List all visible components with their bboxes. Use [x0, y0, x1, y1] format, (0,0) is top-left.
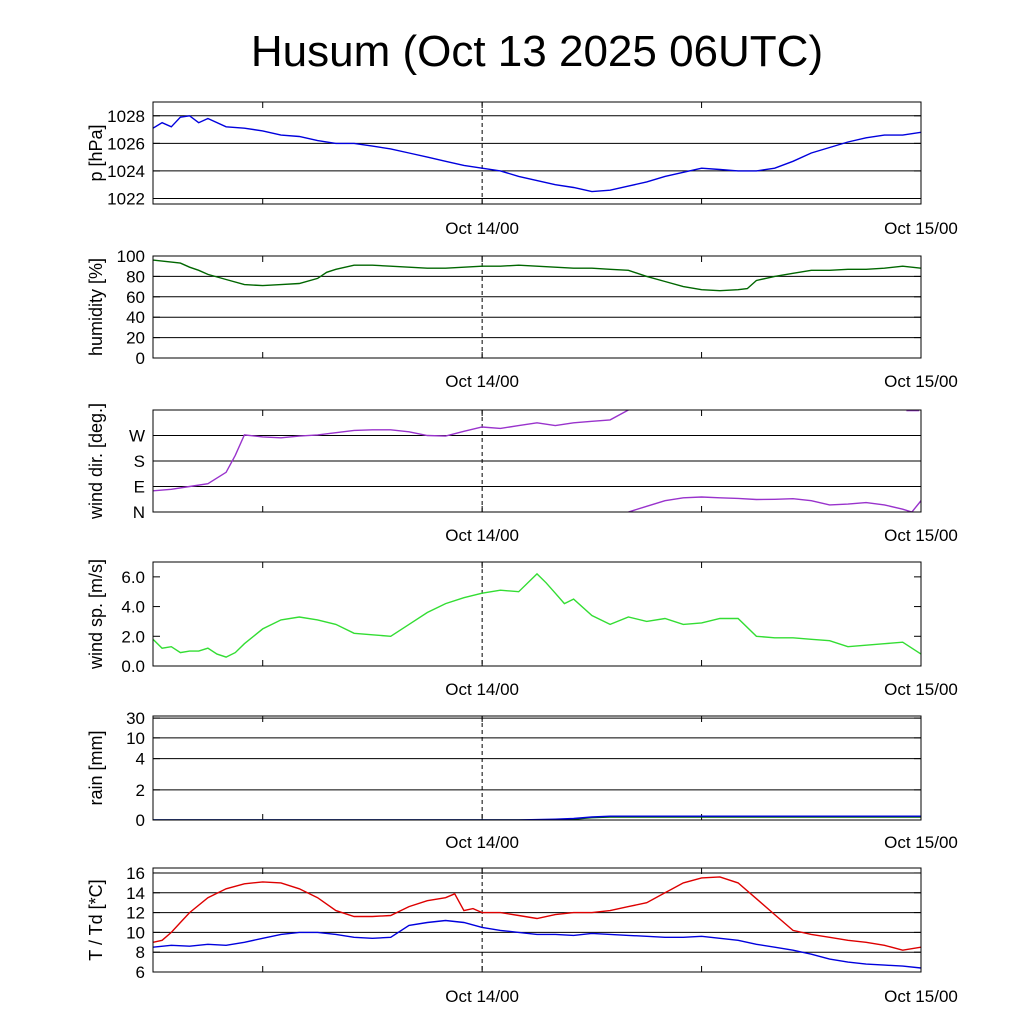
y-tick-label: 0.0 — [121, 657, 145, 676]
y-tick-label: N — [133, 503, 145, 522]
y-tick-label: 1022 — [107, 189, 145, 208]
y-tick-label: 0 — [136, 349, 145, 368]
y-tick-label: 100 — [117, 247, 145, 266]
plot-frame — [152, 101, 922, 205]
y-tick-label: 1028 — [107, 107, 145, 126]
y-axis-label: p [hPa] — [86, 124, 106, 181]
y-tick-label: 2 — [136, 781, 145, 800]
y-axis-label: wind dir. [deg.] — [86, 403, 106, 520]
x-tick-label: Oct 15/00 — [884, 219, 958, 238]
chart-title: Husum (Oct 13 2025 06UTC) — [251, 27, 823, 76]
series-line-2 — [628, 496, 921, 512]
y-axis-label: rain [mm] — [86, 730, 106, 805]
x-tick-label: Oct 14/00 — [445, 833, 519, 852]
y-tick-label: 4.0 — [121, 598, 145, 617]
y-tick-label: 10 — [126, 923, 145, 942]
plot-frame — [152, 715, 922, 821]
y-axis-label: T / Td [*C] — [86, 879, 106, 960]
series-line-2 — [153, 815, 921, 820]
y-tick-label: 4 — [136, 750, 145, 769]
y-tick-label: S — [134, 452, 145, 471]
y-tick-label: 60 — [126, 288, 145, 307]
y-tick-label: 12 — [126, 904, 145, 923]
series-line-1 — [153, 259, 921, 292]
panel-1: 1022 1024 1026 1028 Oct 14/00 Oct 15/00 p [hPa… — [86, 101, 958, 238]
y-axis-label: humidity [%] — [86, 258, 106, 356]
series-line-1 — [153, 876, 921, 951]
x-tick-label: Oct 15/00 — [884, 372, 958, 391]
y-tick-label: W — [129, 427, 145, 446]
y-tick-label: 1024 — [107, 162, 145, 181]
y-tick-label: 80 — [126, 267, 145, 286]
y-tick-label: 6 — [136, 963, 145, 982]
plot-frame — [152, 561, 922, 667]
y-tick-label: 8 — [136, 943, 145, 962]
y-tick-label: 2.0 — [121, 627, 145, 646]
x-tick-label: Oct 14/00 — [445, 680, 519, 699]
series-line-1 — [153, 410, 629, 492]
plot-frame — [152, 409, 922, 513]
y-tick-label: 1026 — [107, 134, 145, 153]
y-tick-label: 14 — [126, 884, 145, 903]
y-tick-label: 30 — [126, 709, 145, 728]
x-tick-label: Oct 15/00 — [884, 833, 958, 852]
x-tick-label: Oct 15/00 — [884, 526, 958, 545]
y-axis-label: wind sp. [m/s] — [86, 559, 106, 670]
y-tick-label: 40 — [126, 308, 145, 327]
x-tick-label: Oct 14/00 — [445, 219, 519, 238]
x-tick-label: Oct 15/00 — [884, 680, 958, 699]
x-tick-label: Oct 14/00 — [445, 987, 519, 1006]
plot-frame — [152, 867, 922, 973]
y-tick-label: 10 — [126, 729, 145, 748]
y-tick-label: 0 — [136, 811, 145, 830]
panel-4: 0.0 2.0 4.0 6.0 Oct 14/00 Oct 15/00 wind sp. [… — [86, 559, 958, 699]
x-tick-label: Oct 14/00 — [445, 526, 519, 545]
y-tick-label: 20 — [126, 329, 145, 348]
y-tick-label: E — [134, 478, 145, 497]
plot-frame — [152, 255, 922, 359]
series-line-1 — [153, 572, 921, 658]
y-tick-label: 16 — [126, 864, 145, 883]
x-tick-label: Oct 15/00 — [884, 987, 958, 1006]
series-line-1 — [153, 115, 921, 193]
series-line-2 — [153, 919, 921, 969]
x-tick-label: Oct 14/00 — [445, 372, 519, 391]
y-tick-label: 6.0 — [121, 568, 145, 587]
